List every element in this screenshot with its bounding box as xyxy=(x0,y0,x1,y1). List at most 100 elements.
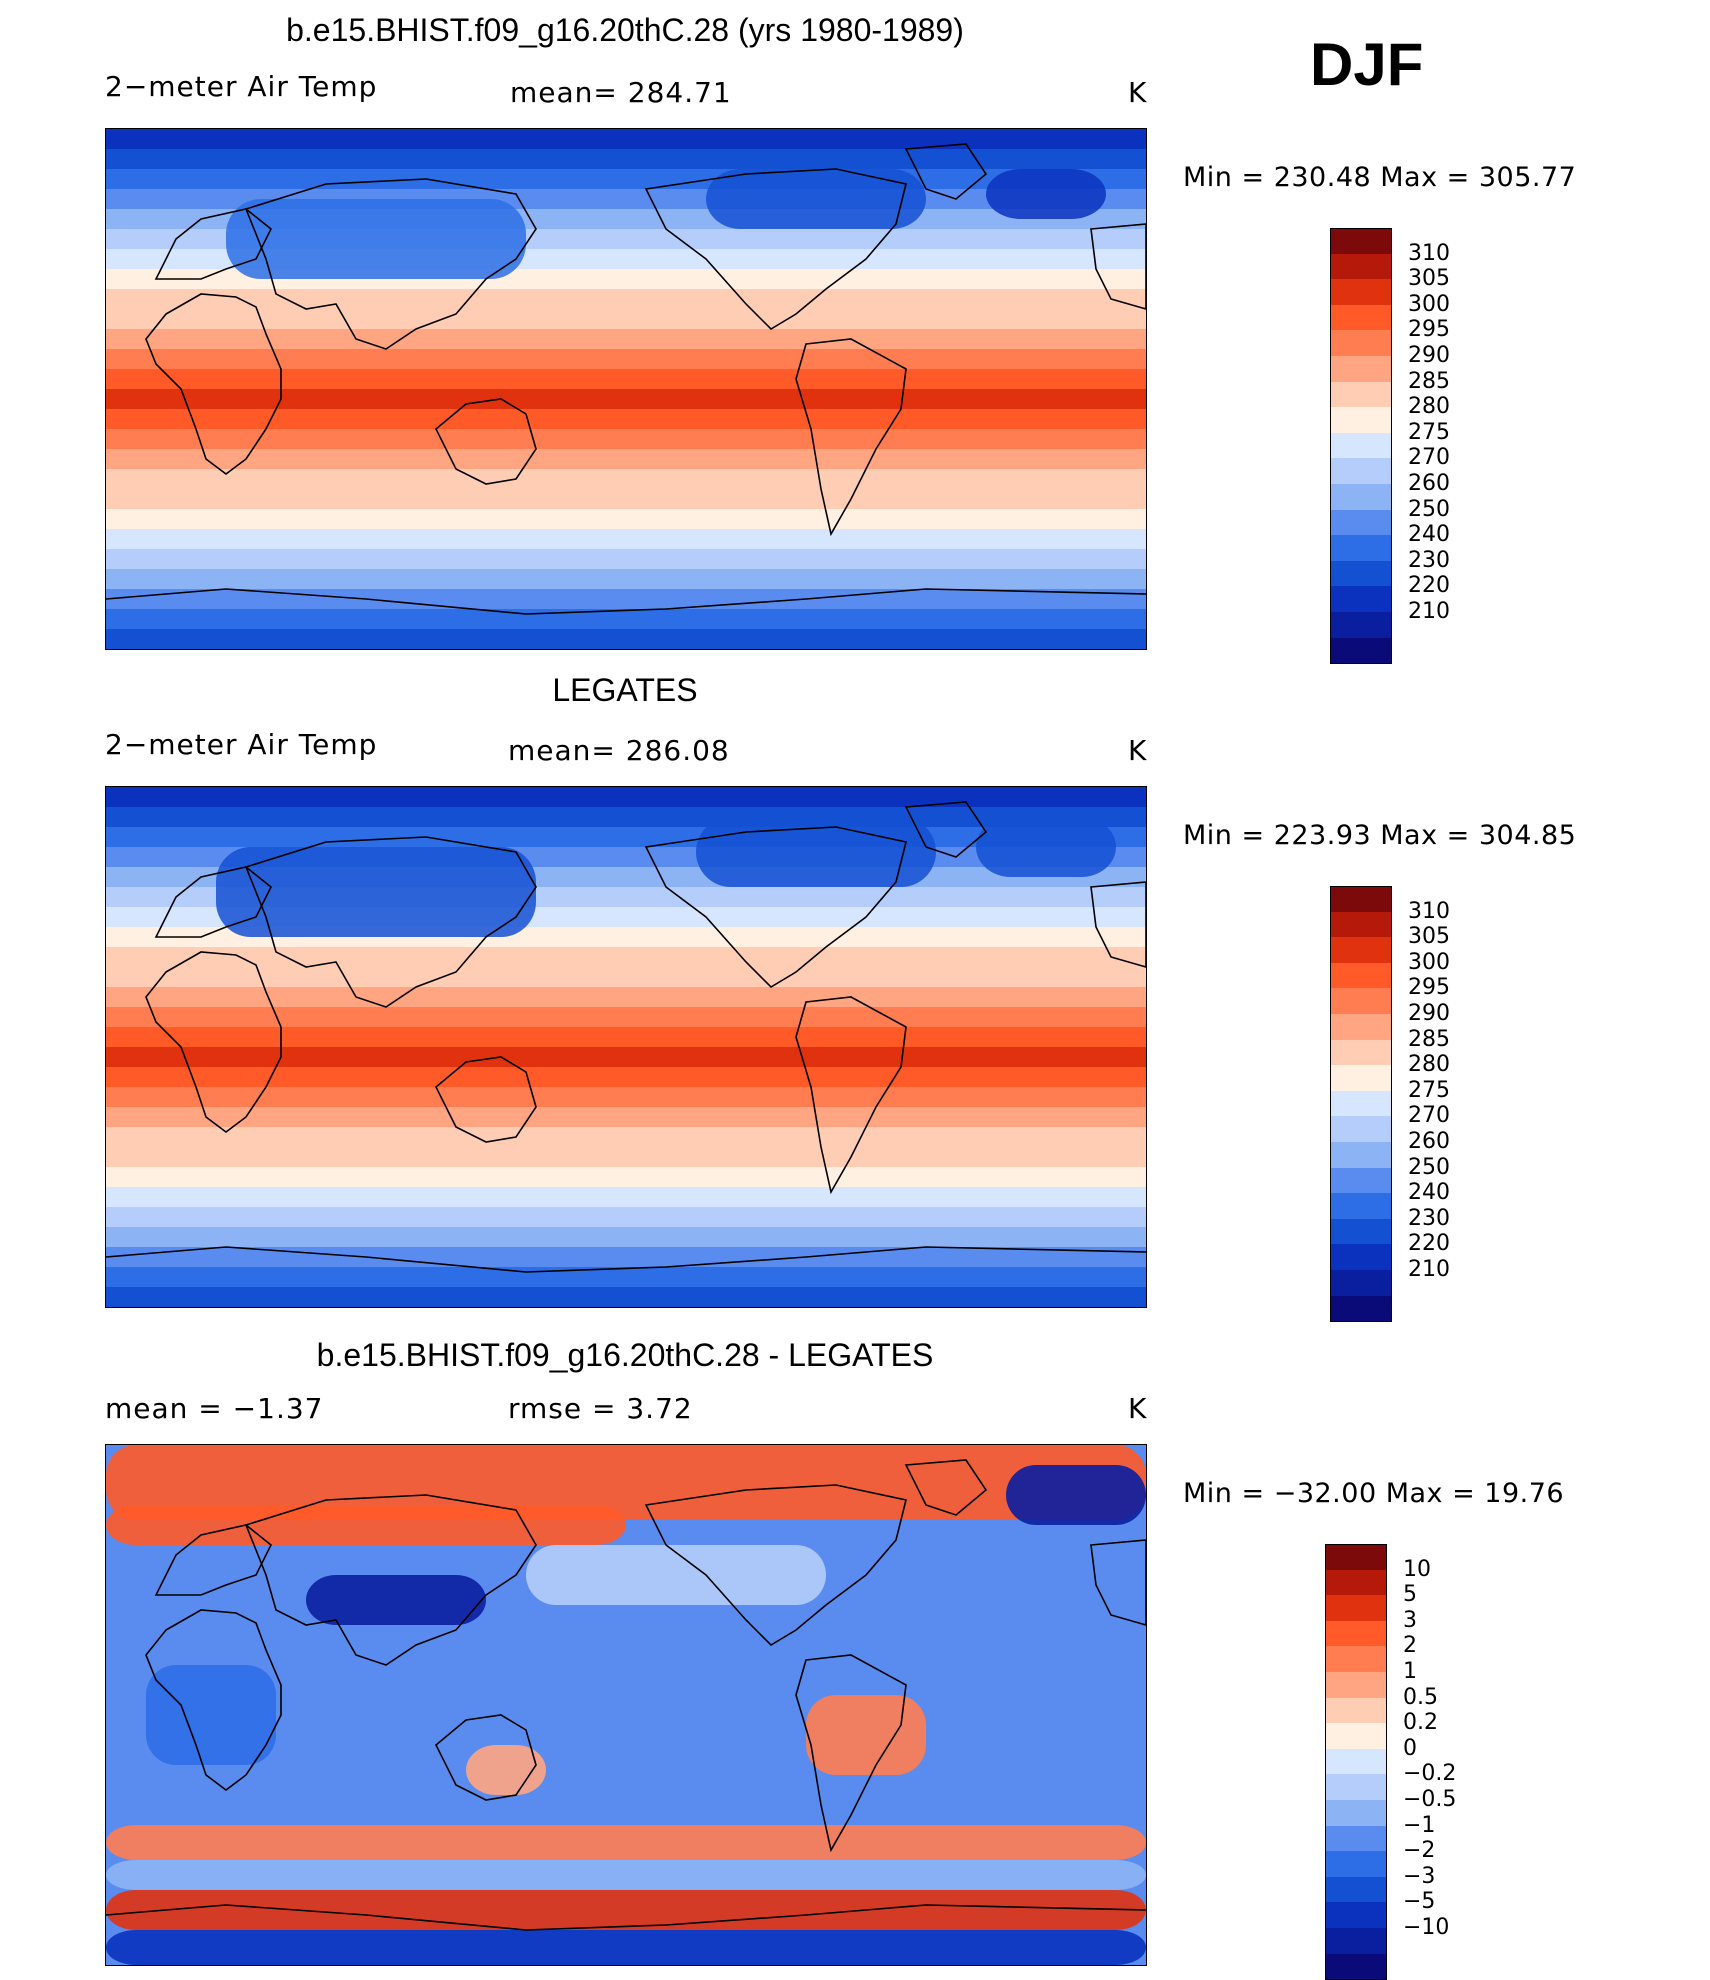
colorbar-swatch xyxy=(1330,911,1392,938)
field-band xyxy=(106,289,1146,310)
field-band xyxy=(106,1067,1146,1088)
colorbar-label: 5 xyxy=(1403,1582,1417,1608)
colorbar-swatch xyxy=(1325,1544,1387,1571)
world-map-temperature-icon xyxy=(106,787,1146,1307)
field-band xyxy=(106,569,1146,590)
colorbar-swatch xyxy=(1330,1167,1392,1194)
colorbar-label: 270 xyxy=(1408,445,1450,471)
field-band xyxy=(106,129,1146,150)
colorbar-swatch xyxy=(1325,1569,1387,1596)
field-region xyxy=(1006,1465,1146,1525)
panel-1-mean-label: mean= 284.71 xyxy=(510,76,732,109)
colorbar-label: 290 xyxy=(1408,343,1450,368)
colorbar-label: 290 xyxy=(1408,1001,1450,1026)
colorbar-swatch xyxy=(1330,1142,1392,1169)
field-region xyxy=(106,1890,1146,1930)
coastline xyxy=(644,168,907,331)
coastline xyxy=(145,293,282,475)
colorbar-label: 230 xyxy=(1408,547,1450,573)
coastline xyxy=(435,398,537,485)
field-band xyxy=(106,947,1146,968)
panel-1-map xyxy=(105,128,1147,650)
panel-2-variable-label: 2−meter Air Temp xyxy=(105,728,378,761)
colorbar-swatch xyxy=(1330,484,1392,511)
colorbar-swatch xyxy=(1330,1039,1392,1066)
colorbar-swatch xyxy=(1330,535,1392,562)
colorbar-swatch xyxy=(1330,458,1392,485)
colorbar-label: 10 xyxy=(1403,1556,1431,1582)
field-band xyxy=(106,1047,1146,1068)
colorbar-label: 0.2 xyxy=(1403,1710,1438,1736)
field-band xyxy=(106,1147,1146,1168)
coastline xyxy=(106,1246,1146,1273)
colorbar-swatch xyxy=(1330,637,1392,664)
panel-2-units-label: K xyxy=(1128,734,1148,767)
panel-3-mean-label: mean = −1.37 xyxy=(105,1392,324,1425)
colorbar-label: 280 xyxy=(1408,1052,1450,1078)
panel-3-minmax: Min = −32.00 Max = 19.76 xyxy=(1183,1478,1565,1509)
field-band xyxy=(106,429,1146,450)
panel-2-mean-label: mean= 286.08 xyxy=(508,734,730,767)
world-map-temperature-icon xyxy=(106,129,1146,649)
panel-2-map xyxy=(105,786,1147,1308)
colorbar-label: 295 xyxy=(1408,975,1450,1001)
colorbar-swatch xyxy=(1325,1723,1387,1750)
colorbar-label: 210 xyxy=(1408,599,1450,624)
season-label: DJF xyxy=(1310,31,1424,98)
field-region xyxy=(466,1745,546,1795)
colorbar-label: 310 xyxy=(1408,240,1450,266)
colorbar-swatch xyxy=(1330,1193,1392,1220)
colorbar-label: 270 xyxy=(1408,1103,1450,1129)
colorbar-swatch xyxy=(1325,1697,1387,1724)
colorbar-label: −3 xyxy=(1403,1863,1436,1889)
field-region xyxy=(986,169,1106,219)
colorbar-label: 250 xyxy=(1408,496,1450,522)
coastline xyxy=(1090,223,1146,310)
field-region xyxy=(696,817,936,887)
colorbar-label: 300 xyxy=(1408,949,1450,975)
coastline xyxy=(795,1654,907,1853)
colorbar-label: 3 xyxy=(1403,1607,1417,1633)
field-band xyxy=(106,1247,1146,1268)
field-band xyxy=(106,349,1146,370)
colorbar-label: 220 xyxy=(1408,573,1450,599)
colorbar-swatch xyxy=(1330,279,1392,306)
coastline xyxy=(644,826,907,989)
field-region xyxy=(106,1930,1146,1965)
panel-1-title: b.e15.BHIST.f09_g16.20thC.28 (yrs 1980-1… xyxy=(286,12,964,48)
coastline xyxy=(145,1609,282,1791)
colorbar-swatch xyxy=(1330,1116,1392,1143)
panel-1-minmax: Min = 230.48 Max = 305.77 xyxy=(1183,162,1577,193)
coastline xyxy=(106,1904,1146,1931)
colorbar-swatch xyxy=(1325,1928,1387,1955)
coastline xyxy=(106,588,1146,615)
field-band xyxy=(106,149,1146,170)
coastline xyxy=(154,866,273,938)
colorbar-label: 220 xyxy=(1408,1231,1450,1257)
coastline xyxy=(145,951,282,1133)
field-band xyxy=(106,489,1146,510)
colorbar-label: −5 xyxy=(1403,1889,1436,1915)
colorbar-swatch xyxy=(1325,1620,1387,1647)
field-band xyxy=(106,987,1146,1008)
colorbar-label: 295 xyxy=(1408,317,1450,343)
coastline xyxy=(1090,1539,1146,1626)
colorbar-swatch xyxy=(1330,937,1392,964)
colorbar-swatch xyxy=(1330,509,1392,536)
colorbar-swatch xyxy=(1330,586,1392,613)
colorbar-label: −10 xyxy=(1403,1915,1450,1940)
panel-1-units-label: K xyxy=(1128,76,1148,109)
colorbar-swatch xyxy=(1325,1774,1387,1801)
colorbar-swatch xyxy=(1330,381,1392,408)
field-band xyxy=(106,1107,1146,1128)
colorbar-swatch xyxy=(1330,560,1392,587)
field-band xyxy=(106,409,1146,430)
colorbar-swatch xyxy=(1325,1902,1387,1929)
field-band xyxy=(106,1007,1146,1028)
field-band xyxy=(106,609,1146,630)
colorbar-label: −1 xyxy=(1403,1812,1436,1838)
field-band xyxy=(106,1087,1146,1108)
colorbar-swatch xyxy=(1330,253,1392,280)
field-band xyxy=(106,787,1146,808)
colorbar-swatch xyxy=(1330,330,1392,357)
